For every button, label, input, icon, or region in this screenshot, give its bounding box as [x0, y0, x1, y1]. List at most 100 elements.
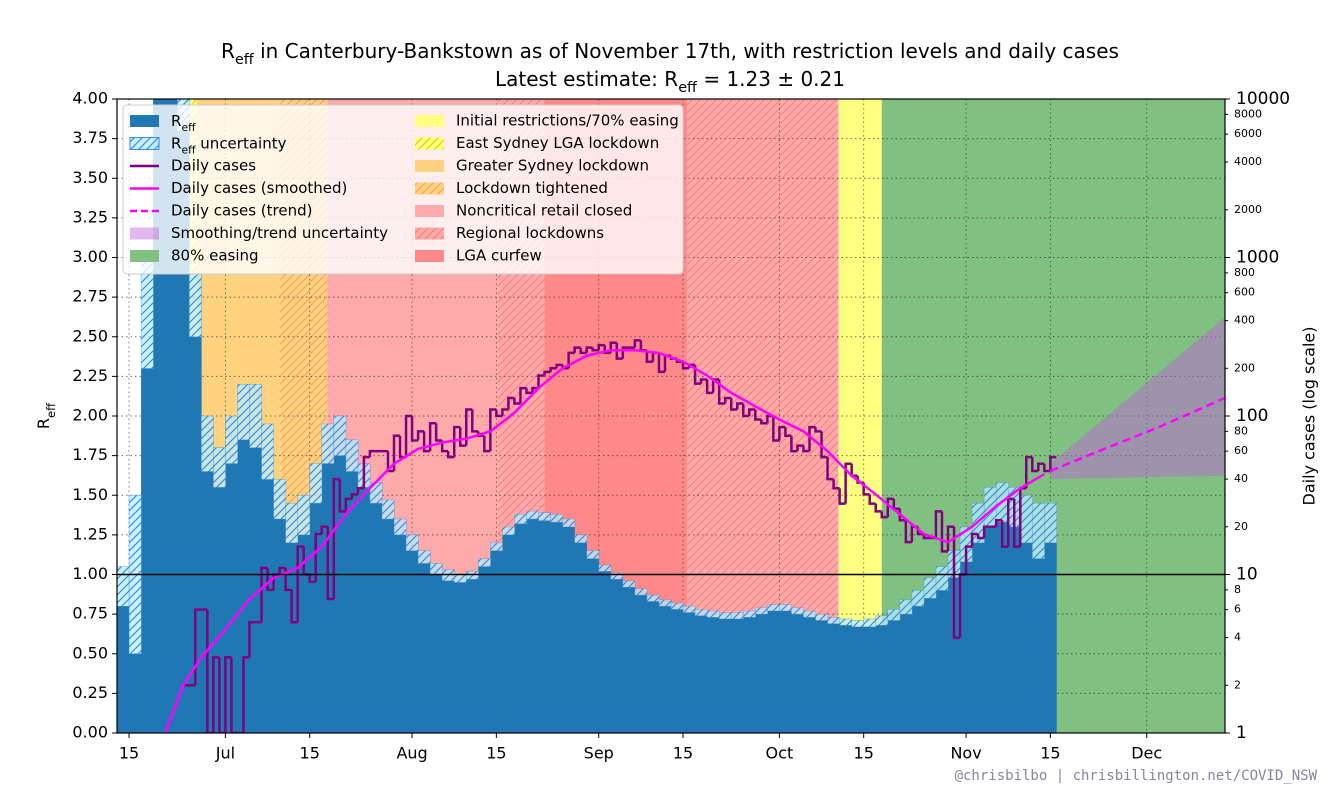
daily-cases-step [796, 444, 804, 452]
daily-cases-step [212, 656, 220, 733]
reff-bar [273, 519, 286, 733]
x-tick-label: 15 [486, 744, 506, 763]
x-tick-label: 15 [1040, 744, 1060, 763]
daily-cases-step [898, 508, 906, 522]
x-tick-label: Dec [1131, 744, 1162, 763]
chart-title: Reff in Canterbury-Bankstown as of Novem… [221, 39, 1119, 69]
label-subscript: eff [181, 121, 196, 134]
label-subscript: eff [235, 52, 255, 68]
daily-cases-step [1000, 520, 1009, 548]
axes: 0.00 0.25 0.50 0.75 1.00 1.25 1.50 1.75 2.00 2.25… [72, 89, 1290, 763]
daily-cases-step [242, 656, 250, 733]
reff-uncertainty [429, 563, 443, 575]
legend-label: Noncritical retail closed [456, 202, 632, 220]
reff-uncertainty [803, 610, 817, 618]
y-tick-label: 2.50 [72, 326, 108, 345]
daily-cases-step [826, 457, 834, 481]
reff-uncertainty [237, 383, 251, 441]
daily-cases-step [1043, 463, 1051, 473]
reff-uncertainty [815, 613, 829, 621]
legend-label: Reff [171, 112, 196, 134]
legend-swatch [415, 115, 444, 127]
reff-uncertainty [453, 574, 467, 583]
label-part: R [34, 418, 53, 429]
reff-uncertainty [646, 594, 660, 602]
daily-cases-step [784, 427, 792, 438]
daily-cases-step [778, 425, 786, 441]
reff-bar [755, 614, 768, 733]
daily-cases-step [356, 487, 364, 495]
y-tick-label: 3.50 [72, 168, 108, 187]
reff-uncertainty [574, 534, 588, 544]
daily-cases-step [880, 511, 888, 519]
daily-cases-step [483, 435, 491, 453]
daily-cases-step [970, 532, 979, 547]
daily-cases-step [904, 520, 912, 544]
reff-uncertainty [273, 479, 287, 520]
daily-cases-step [410, 416, 419, 442]
reff-uncertainty [393, 518, 407, 536]
daily-cases-step [874, 503, 882, 513]
label-subscript: eff [181, 143, 196, 156]
daily-cases-step [633, 339, 641, 348]
reff-bar [550, 522, 563, 733]
reff-uncertainty [201, 415, 214, 472]
y-tick-label: 4.00 [72, 89, 108, 108]
y-tick-label: 0.00 [72, 723, 108, 742]
reff-bar [394, 534, 407, 733]
legend-swatch [130, 250, 159, 262]
reff-uncertainty [117, 566, 130, 607]
y-tick-label: 3.25 [72, 207, 108, 226]
legend-swatch [415, 160, 444, 172]
legend-label: Lockdown tightened [456, 179, 608, 197]
daily-cases-step [525, 388, 533, 395]
reff-bar [117, 606, 130, 733]
daily-cases-step [218, 657, 226, 733]
daily-cases-step [1012, 498, 1021, 548]
daily-cases-step [573, 346, 581, 353]
legend-label: Reff uncertainty [171, 134, 287, 156]
daily-cases-step [802, 445, 810, 453]
reff-bar [839, 625, 852, 733]
daily-cases-step [1006, 497, 1015, 547]
y2-tick-label: 40 [1234, 472, 1248, 485]
reff-bar [478, 566, 491, 733]
y-tick-label: 1.75 [72, 445, 108, 464]
reff-uncertainty [321, 423, 335, 464]
reff-uncertainty [839, 618, 853, 626]
y2-tick-label: 8 [1234, 583, 1241, 596]
daily-cases-step [729, 397, 738, 411]
daily-cases-step [362, 455, 370, 489]
reff-bar [1020, 542, 1033, 733]
legend-label: Daily cases (smoothed) [171, 179, 347, 197]
reff-uncertainty [345, 439, 359, 472]
reff-uncertainty [923, 577, 937, 599]
reff-uncertainty [538, 512, 552, 521]
reff-bar [960, 561, 973, 733]
y2-tick-label: 4 [1234, 631, 1241, 644]
daily-cases-step [513, 397, 521, 405]
daily-cases-step [940, 511, 948, 553]
reff-bar [261, 479, 274, 733]
reff-uncertainty [333, 415, 347, 456]
reff-uncertainty [622, 580, 636, 588]
legend-swatch [415, 227, 444, 240]
y2-tick-label: 80 [1234, 424, 1248, 437]
daily-cases-step [591, 347, 599, 352]
y2-tick-label: 100 [1236, 406, 1268, 426]
reff-bar [695, 615, 708, 733]
daily-cases-step [742, 403, 750, 418]
daily-cases-step [392, 434, 401, 471]
daily-cases-step [428, 422, 437, 452]
x-tick-label: Jul [215, 744, 235, 763]
daily-cases-step [224, 656, 232, 733]
legend-swatch [415, 182, 444, 195]
daily-cases-step [519, 386, 527, 404]
reff-uncertainty [911, 590, 925, 607]
reff-bar [622, 587, 636, 733]
legend-label: LGA curfew [456, 247, 542, 265]
reff-bar [418, 563, 431, 733]
reff-bar [598, 571, 612, 733]
